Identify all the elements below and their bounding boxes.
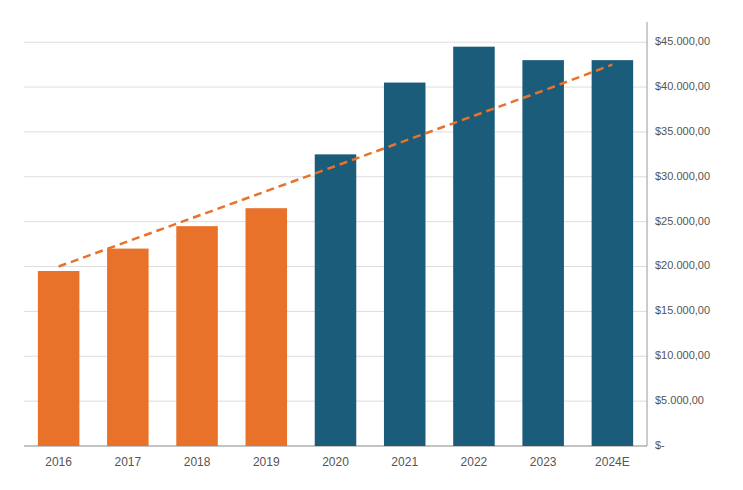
line bbox=[59, 65, 613, 267]
bar bbox=[592, 60, 634, 446]
x-tick-label: 2018 bbox=[184, 455, 211, 469]
grid-line bbox=[24, 42, 647, 43]
y-axis-line bbox=[647, 22, 648, 446]
bar bbox=[246, 208, 288, 446]
y-tick-label: $35.000,00 bbox=[655, 125, 710, 137]
bar bbox=[522, 60, 564, 446]
x-tick-label: 2017 bbox=[114, 455, 141, 469]
x-tick-label: 2020 bbox=[322, 455, 349, 469]
y-axis: $- $5.000,00 $10.000,00 $15.000,00 $20.000,0… bbox=[647, 22, 710, 451]
y-tick-label: $25.000,00 bbox=[655, 215, 710, 227]
y-tick-label: $30.000,00 bbox=[655, 170, 710, 182]
y-tick-label: $5.000,00 bbox=[655, 394, 704, 406]
x-tick-label: 2024E bbox=[595, 455, 630, 469]
y-tick-label: $40.000,00 bbox=[655, 80, 710, 92]
x-tick-label: 2023 bbox=[530, 455, 557, 469]
y-tick-label: $15.000,00 bbox=[655, 304, 710, 316]
bar bbox=[315, 154, 357, 446]
bar bbox=[453, 47, 495, 446]
grid bbox=[24, 42, 647, 446]
bar bbox=[107, 249, 149, 446]
chart-container: $- $5.000,00 $10.000,00 $15.000,00 $20.000,0… bbox=[0, 0, 743, 490]
bar bbox=[176, 226, 218, 446]
chart-svg: $- $5.000,00 $10.000,00 $15.000,00 $20.000,0… bbox=[0, 0, 743, 490]
y-tick-label: $- bbox=[655, 439, 665, 451]
x-tick-label: 2021 bbox=[391, 455, 418, 469]
marks bbox=[38, 47, 633, 446]
x-tick-label: 2019 bbox=[253, 455, 280, 469]
y-tick-label: $20.000,00 bbox=[655, 259, 710, 271]
y-tick-label: $10.000,00 bbox=[655, 349, 710, 361]
y-tick-label: $45.000,00 bbox=[655, 35, 710, 47]
x-axis: 2016 2017 2018 2019 2020 2021 2022 2023 2024E bbox=[24, 446, 647, 469]
bar bbox=[38, 271, 80, 446]
x-tick-label: 2016 bbox=[45, 455, 72, 469]
x-tick-label: 2022 bbox=[461, 455, 488, 469]
bar bbox=[384, 83, 426, 446]
